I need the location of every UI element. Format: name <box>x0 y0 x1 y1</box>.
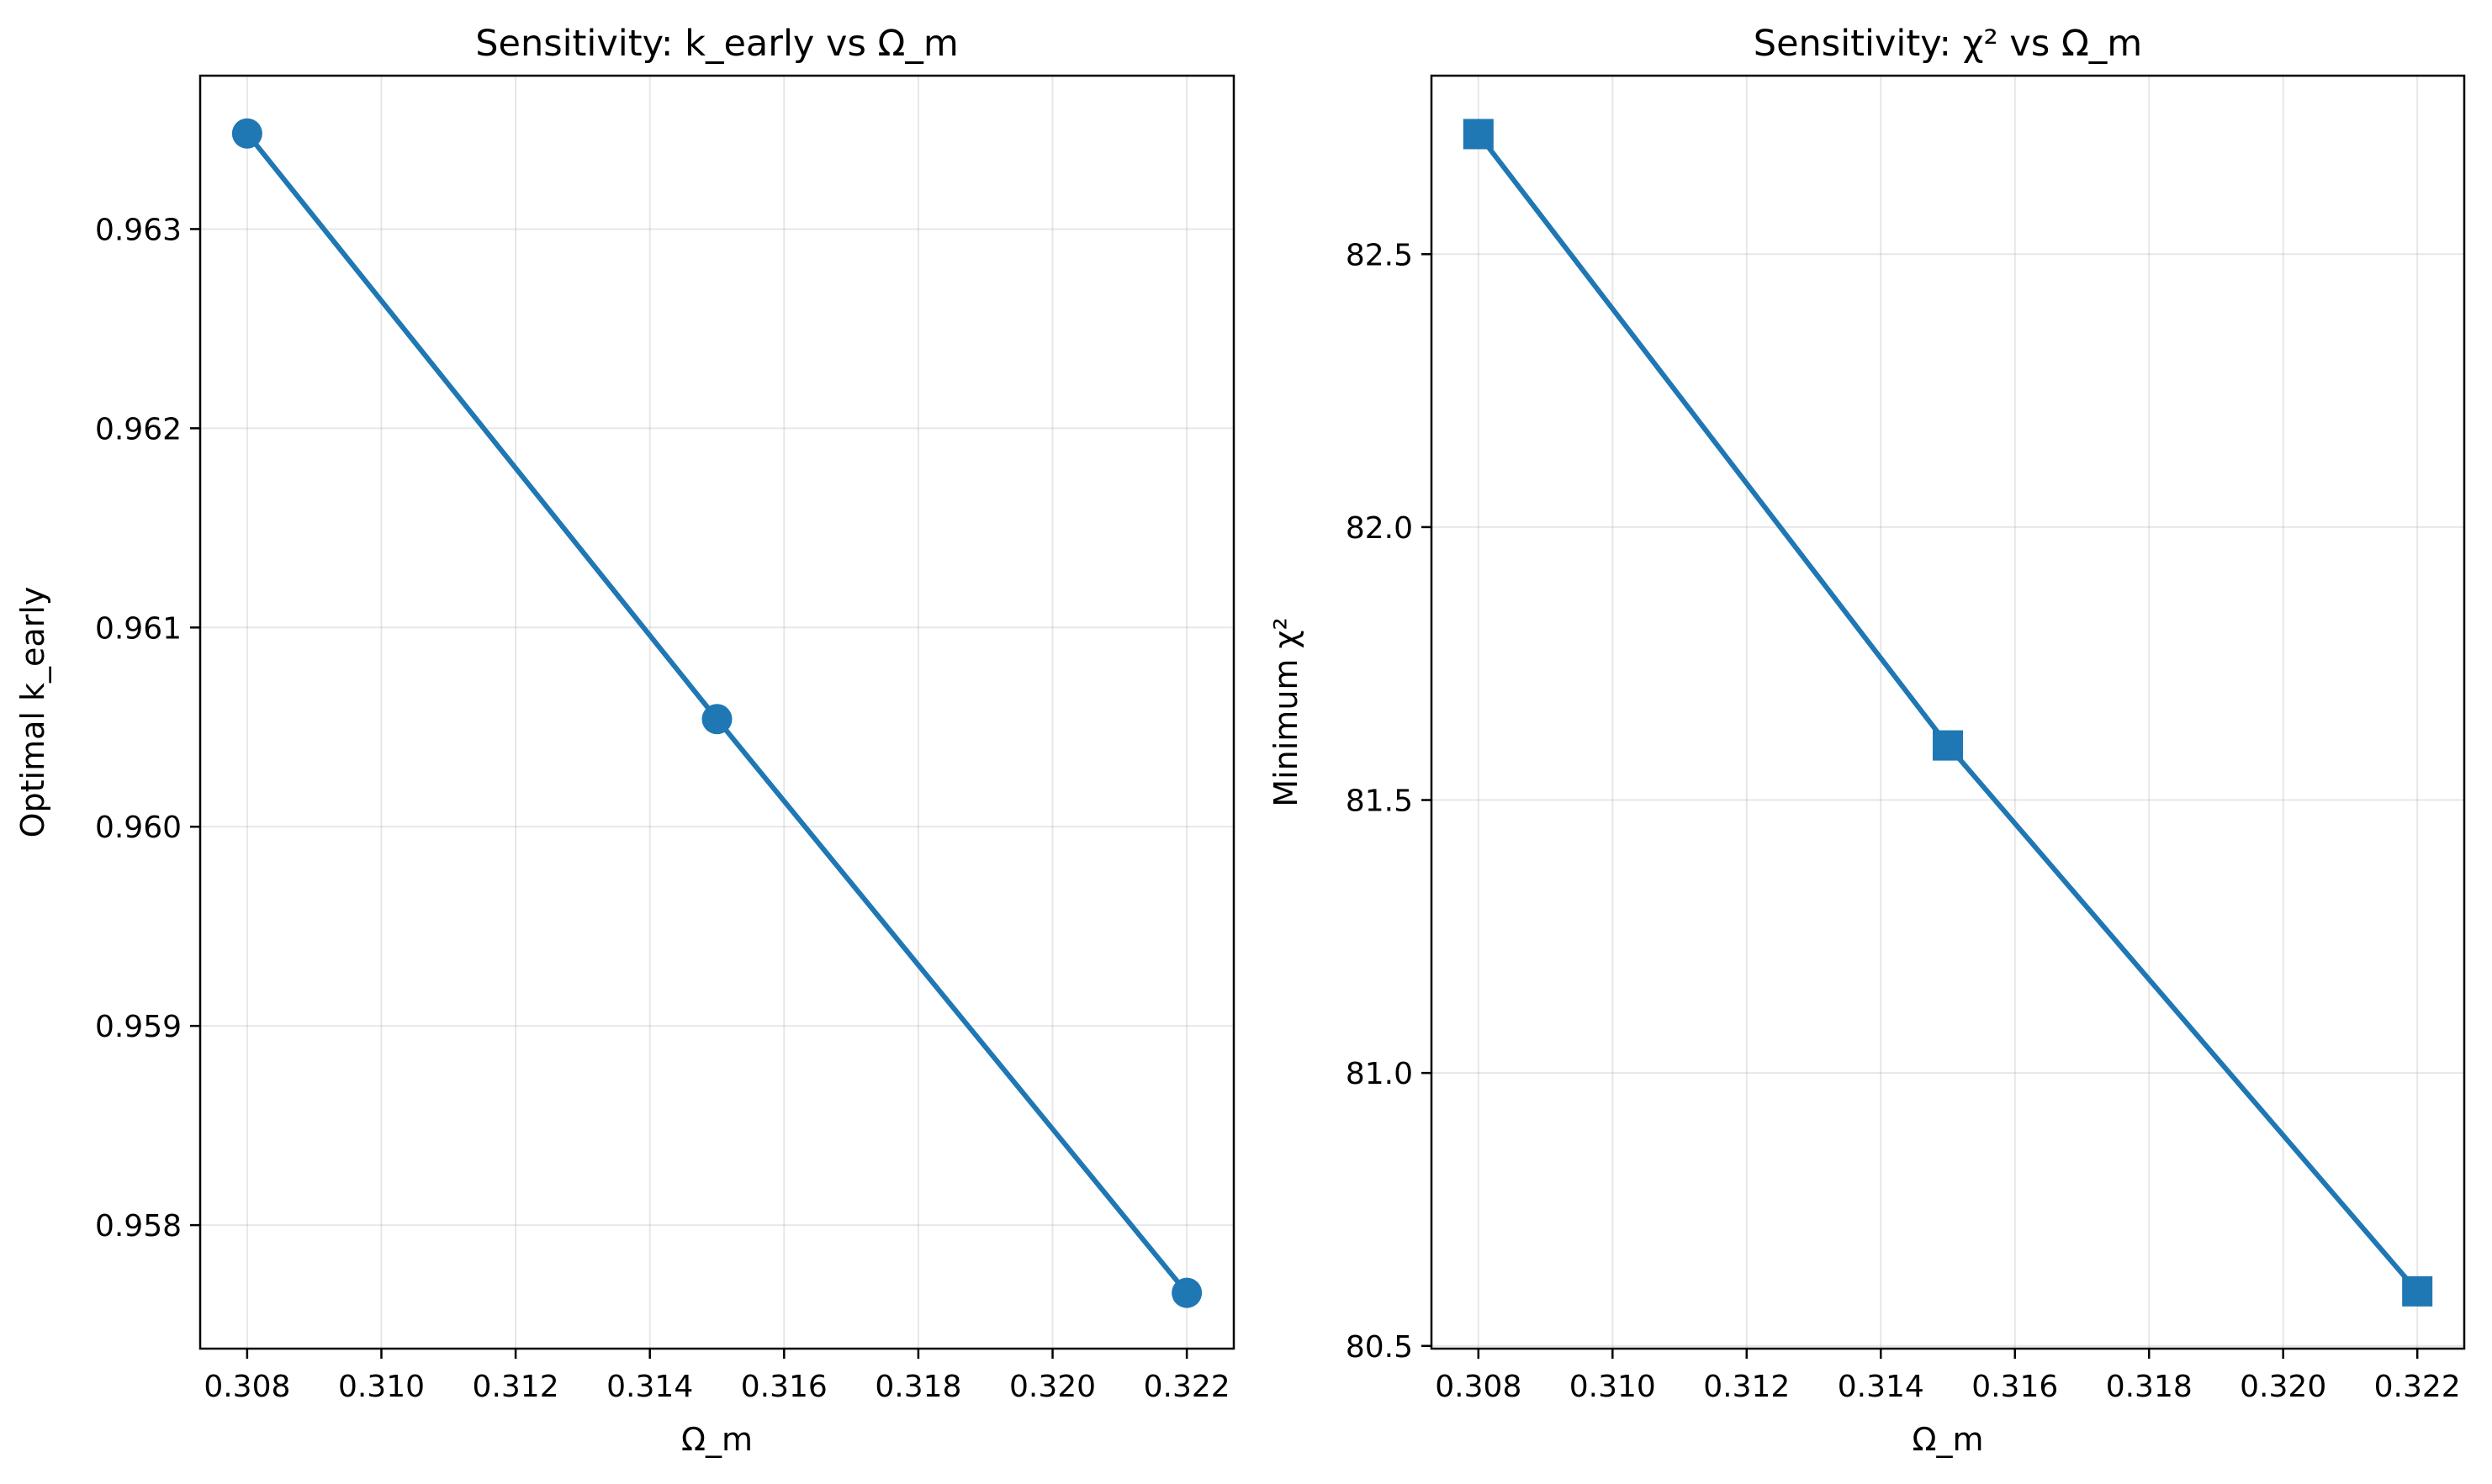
x-tick-label: 0.308 <box>1435 1370 1521 1404</box>
y-tick-label: 0.960 <box>95 811 182 845</box>
y-tick-label: 82.0 <box>1346 511 1413 546</box>
x-tick-label: 0.316 <box>741 1370 828 1404</box>
y-tick-label: 0.958 <box>95 1209 182 1244</box>
y-tick-label: 0.963 <box>95 213 182 247</box>
y-axis-label: Optimal k_early <box>14 587 51 838</box>
y-tick-label: 0.959 <box>95 1010 182 1044</box>
x-tick-label: 0.320 <box>1009 1370 1096 1404</box>
axes-frame <box>1430 74 2466 1350</box>
chart-panel-2: 0.308 0.310 0.312 0.314 0.316 0.318 0.320 0.322… <box>1267 23 2466 1458</box>
x-tick-label: 0.322 <box>2374 1370 2461 1404</box>
chart-panel-1: 0.308 0.310 0.312 0.314 0.316 0.318 0.320 0.322… <box>14 23 1235 1458</box>
data-point <box>2402 1275 2433 1307</box>
data-point <box>701 704 733 735</box>
x-tick-label: 0.312 <box>473 1370 559 1404</box>
axes-frame <box>198 74 1235 1350</box>
x-tick-label: 0.322 <box>1144 1370 1230 1404</box>
y-tick-label: 0.962 <box>95 412 182 446</box>
x-axis-label: Ω_m <box>681 1421 753 1458</box>
y-axis-label: Minimum χ² <box>1267 617 1304 806</box>
y-tick-label: 80.5 <box>1346 1330 1413 1365</box>
y-tick-label: 81.5 <box>1346 784 1413 819</box>
x-tick-label: 0.314 <box>606 1370 693 1404</box>
x-tick-label: 0.310 <box>338 1370 425 1404</box>
y-tick-label: 82.5 <box>1346 238 1413 272</box>
data-point <box>1463 119 1494 150</box>
x-tick-label: 0.314 <box>1838 1370 1924 1404</box>
data-point <box>1933 730 1963 761</box>
x-tick-label: 0.318 <box>875 1370 961 1404</box>
x-tick-label: 0.316 <box>1971 1370 2058 1404</box>
x-axis-label: Ω_m <box>1912 1421 1983 1458</box>
y-tick-label: 0.961 <box>95 611 182 646</box>
series-line <box>1475 131 2421 1294</box>
chart-title: Sensitivity: χ² vs Ω_m <box>1754 23 2142 65</box>
x-tick-label: 0.308 <box>204 1370 290 1404</box>
x-tick-label: 0.310 <box>1569 1370 1656 1404</box>
data-point <box>231 118 262 149</box>
x-tick-label: 0.320 <box>2240 1370 2326 1404</box>
chart-title: Sensitivity: k_early vs Ω_m <box>475 23 959 65</box>
y-tick-label: 81.0 <box>1346 1057 1413 1091</box>
data-point <box>1172 1277 1203 1308</box>
x-tick-label: 0.312 <box>1703 1370 1790 1404</box>
x-tick-label: 0.318 <box>2106 1370 2193 1404</box>
